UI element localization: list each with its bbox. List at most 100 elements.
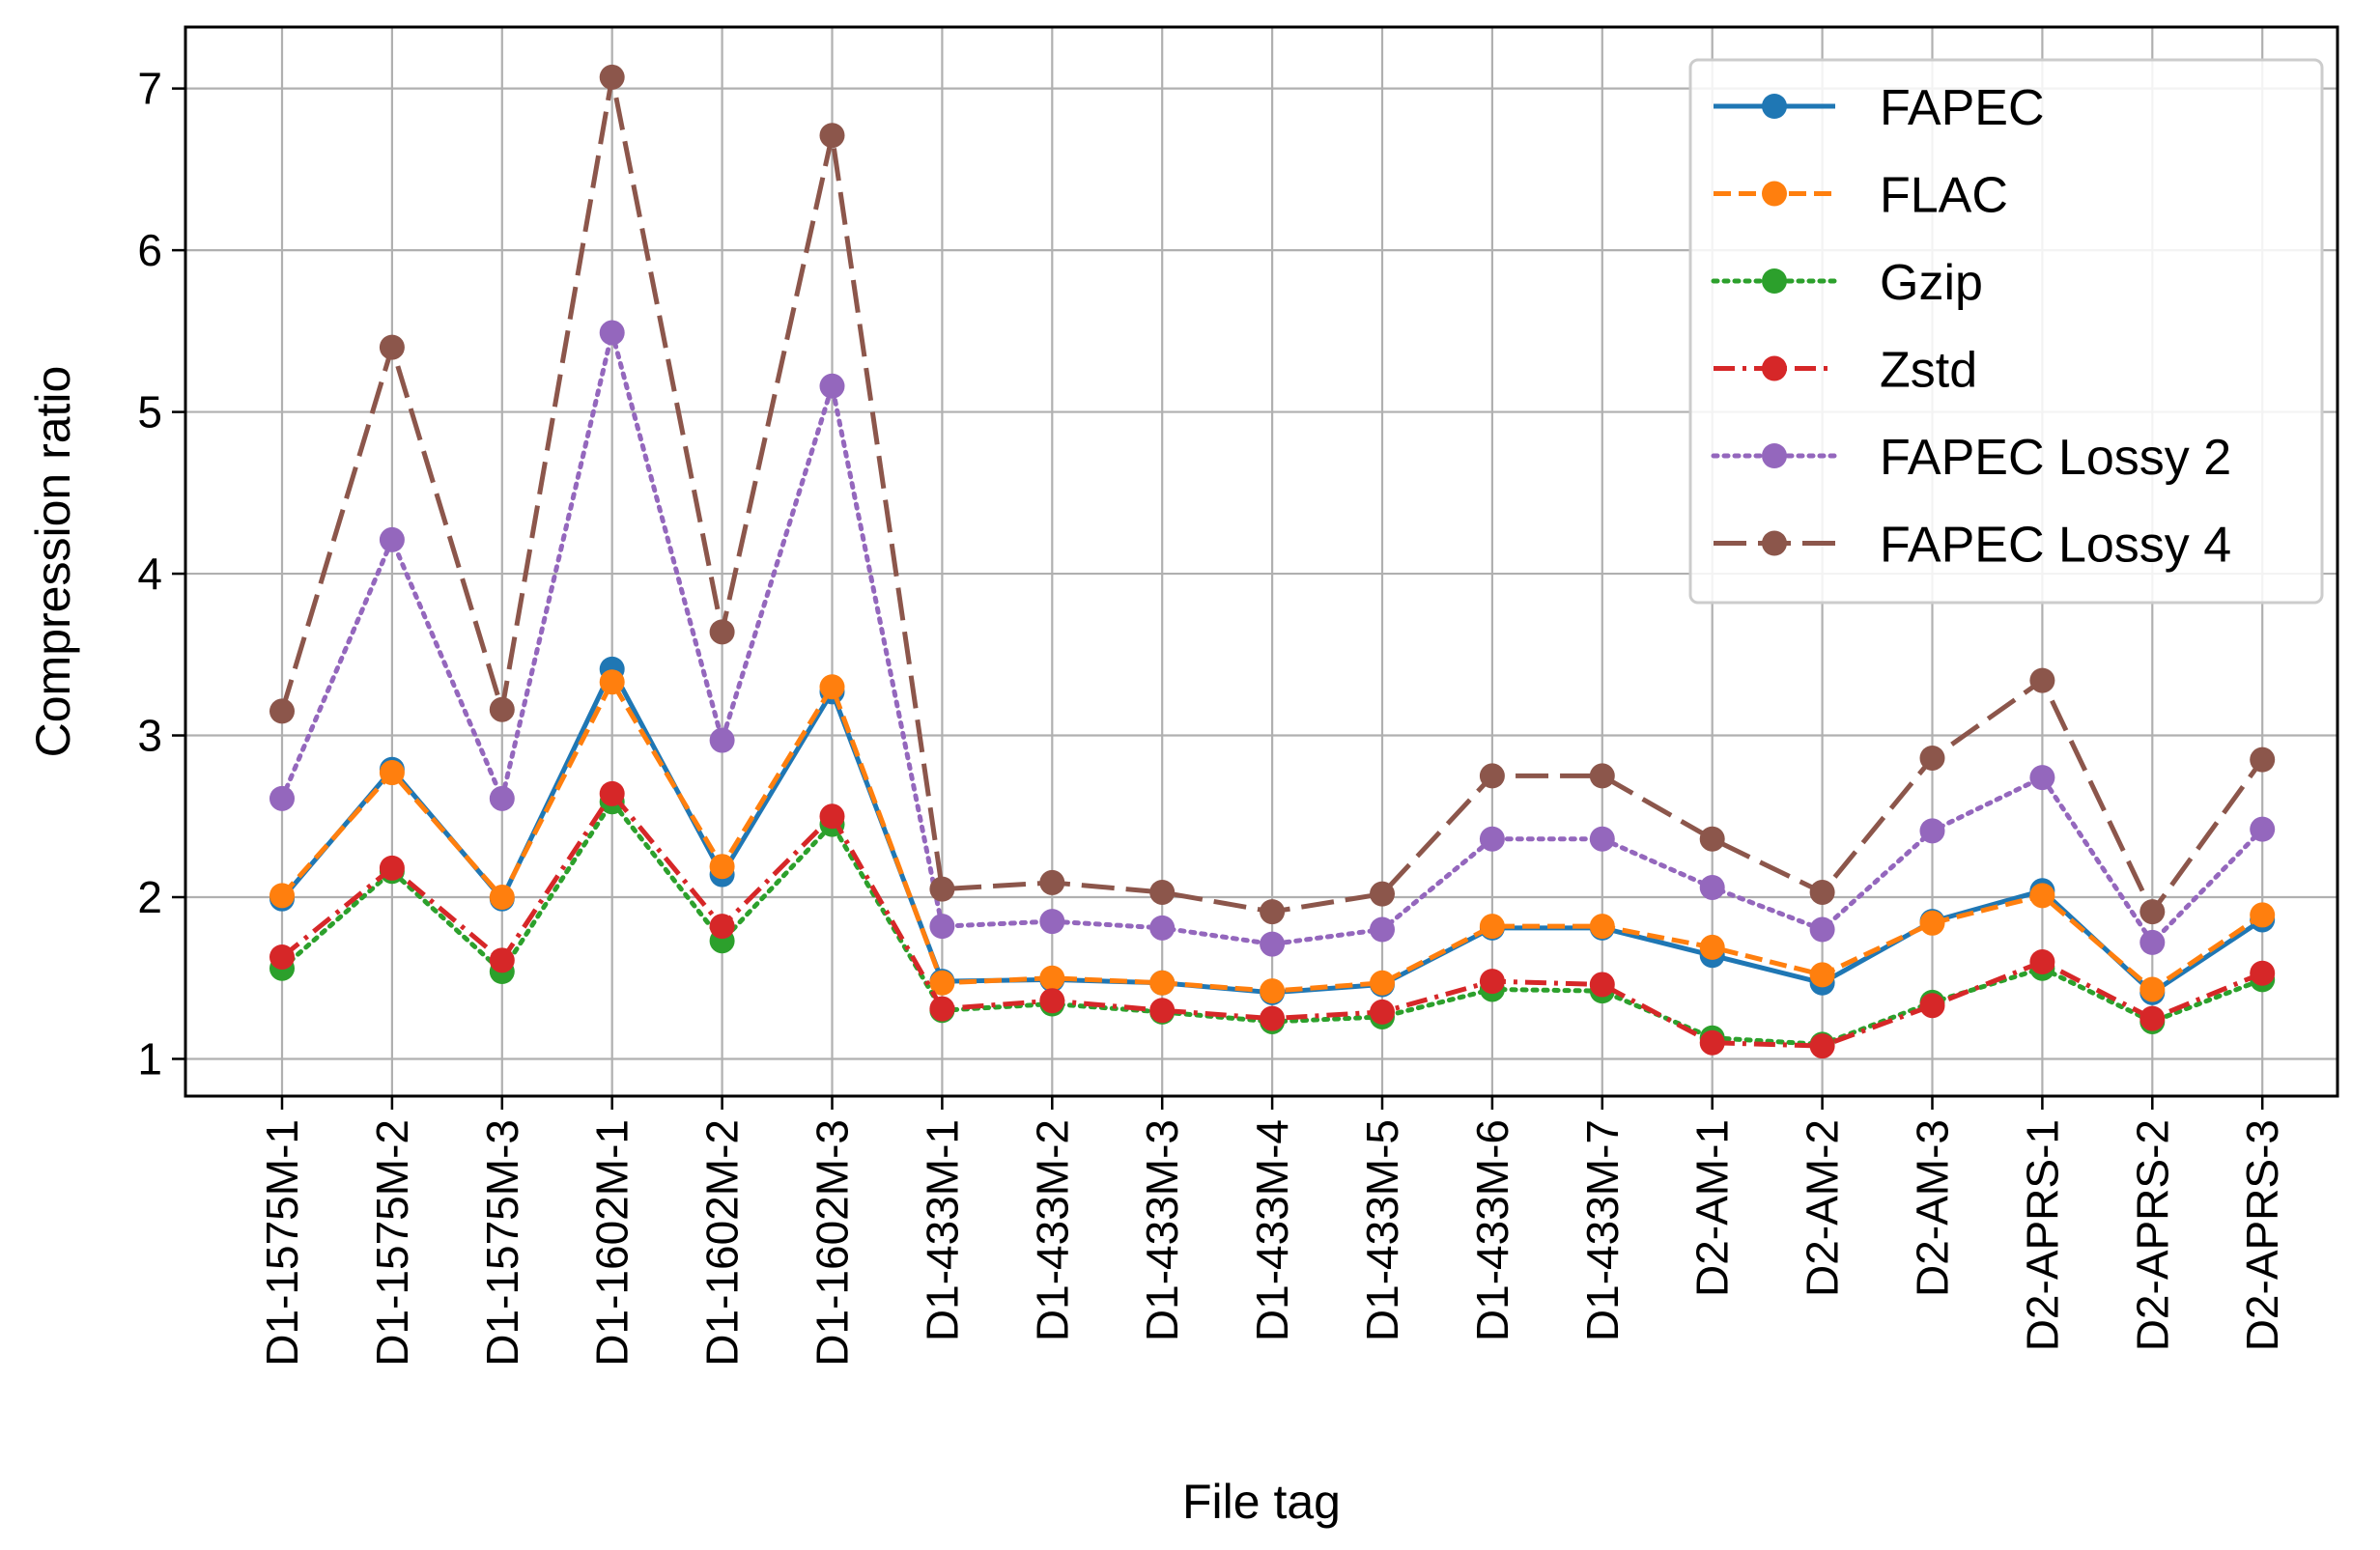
data-point <box>269 883 295 909</box>
x-tick-label: D1-433M-2 <box>1027 1119 1077 1341</box>
data-point <box>1589 914 1615 940</box>
legend-marker <box>1762 181 1787 207</box>
x-tick-label: D2-AM-2 <box>1798 1119 1848 1297</box>
data-point <box>1479 969 1505 995</box>
data-point <box>1919 993 1945 1019</box>
data-point <box>1809 879 1835 905</box>
data-point <box>269 785 295 811</box>
legend-marker <box>1762 355 1787 381</box>
data-point <box>2029 948 2055 974</box>
axis-ticks: 1 2 3 4 5 6 7 D1-1575M-1 D1-1575M-2 D1-1575M-3 D1-… <box>137 64 2287 1367</box>
plot-frame <box>184 25 2339 1098</box>
y-tick-label: 1 <box>137 1033 162 1084</box>
data-point <box>1039 869 1065 895</box>
data-point <box>709 619 735 645</box>
data-point <box>2139 899 2166 925</box>
x-tick-label: D1-1602M-2 <box>697 1119 748 1367</box>
data-point <box>1370 999 1395 1025</box>
series-flac <box>269 669 2276 1004</box>
data-point <box>1370 970 1395 996</box>
legend-marker <box>1762 530 1787 556</box>
series-fapec-lossy-2 <box>269 320 2276 957</box>
legend-marker <box>1762 94 1787 119</box>
x-tick-label: D1-433M-5 <box>1357 1119 1407 1341</box>
y-tick-label: 5 <box>137 387 162 437</box>
data-point <box>1919 745 1945 771</box>
data-point <box>929 914 955 940</box>
data-point <box>1699 826 1725 852</box>
legend-label: FAPEC <box>1880 80 2045 136</box>
x-tick-label: D2-AM-3 <box>1908 1119 1958 1297</box>
data-point <box>1039 909 1065 935</box>
data-point <box>709 727 735 753</box>
data-point <box>709 914 735 940</box>
data-point <box>1919 910 1945 936</box>
data-point <box>1149 998 1176 1024</box>
data-point <box>1149 879 1176 905</box>
data-point <box>1589 972 1615 998</box>
data-point <box>2139 976 2166 1002</box>
data-point <box>1039 988 1065 1014</box>
legend-label: Gzip <box>1880 255 1983 311</box>
data-point <box>819 674 845 700</box>
data-point <box>1370 881 1395 907</box>
y-tick-label: 6 <box>137 225 162 275</box>
x-tick-label: D1-433M-7 <box>1577 1119 1628 1341</box>
data-point <box>1809 1033 1835 1059</box>
legend-label: FLAC <box>1880 168 2008 224</box>
data-point <box>2250 902 2276 928</box>
x-tick-label: D2-APRS-3 <box>2237 1119 2287 1351</box>
data-point <box>819 123 845 149</box>
data-point <box>2250 816 2276 842</box>
data-point <box>1260 1005 1286 1031</box>
data-point <box>269 944 295 970</box>
x-tick-label: D1-1575M-2 <box>367 1119 417 1367</box>
data-point <box>1479 826 1505 852</box>
legend-marker <box>1762 268 1787 294</box>
data-point <box>1589 763 1615 789</box>
data-point <box>929 970 955 996</box>
data-point <box>599 64 625 90</box>
series-zstd <box>269 780 2276 1059</box>
legend-label: FAPEC Lossy 2 <box>1880 430 2231 486</box>
x-tick-label: D1-433M-3 <box>1137 1119 1187 1341</box>
x-axis-label: File tag <box>1182 1475 1341 1529</box>
data-point <box>2139 929 2166 955</box>
data-point <box>2250 960 2276 986</box>
data-point <box>2029 765 2055 791</box>
data-point <box>819 373 845 399</box>
data-point <box>2029 883 2055 909</box>
data-point <box>599 780 625 806</box>
data-point <box>1479 763 1505 789</box>
data-point <box>489 696 515 722</box>
x-tick-label: D2-AM-1 <box>1687 1119 1738 1297</box>
x-tick-label: D1-1602M-3 <box>808 1119 858 1367</box>
y-tick-label: 2 <box>137 872 162 922</box>
data-point <box>929 876 955 902</box>
data-point <box>1370 916 1395 943</box>
data-point <box>2250 747 2276 773</box>
data-point <box>1699 1029 1725 1056</box>
x-tick-label: D1-1602M-1 <box>587 1119 638 1367</box>
data-point <box>709 854 735 880</box>
legend: FAPEC FLAC Gzip Zstd FAPEC Lossy 2 FAPEC Loss… <box>1688 58 2324 605</box>
data-point <box>1919 818 1945 844</box>
data-point <box>599 320 625 346</box>
data-point <box>1589 826 1615 852</box>
y-tick-label: 7 <box>137 64 162 114</box>
x-tick-label: D2-APRS-1 <box>2017 1119 2067 1351</box>
data-point <box>489 947 515 973</box>
x-tick-label: D2-APRS-2 <box>2127 1119 2177 1351</box>
data-point <box>1809 962 1835 988</box>
x-tick-label: D1-1575M-3 <box>477 1119 527 1367</box>
legend-marker <box>1762 443 1787 468</box>
y-tick-label: 4 <box>137 549 162 599</box>
data-point <box>379 334 405 360</box>
data-point <box>269 698 295 724</box>
data-point <box>1149 915 1176 941</box>
data-point <box>929 996 955 1022</box>
x-tick-label: D1-433M-1 <box>917 1119 967 1341</box>
series-layer <box>269 64 2276 1059</box>
legend-label: Zstd <box>1880 343 1977 399</box>
